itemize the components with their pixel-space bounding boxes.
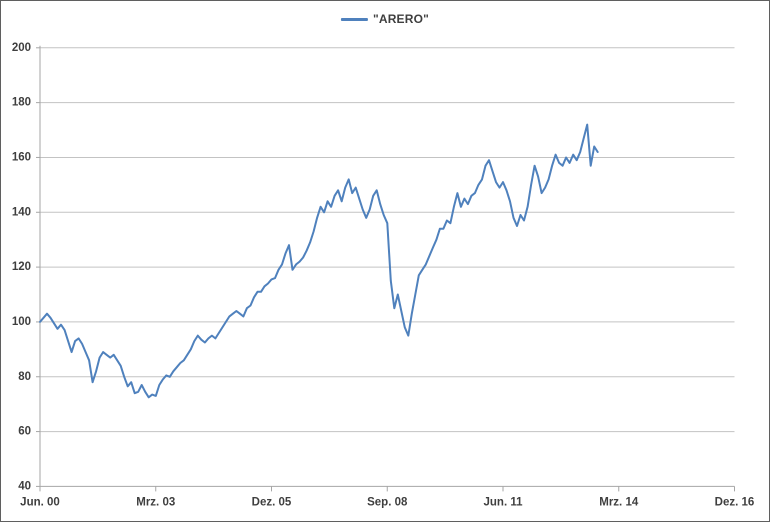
x-axis-tick-label: Dez. 05 <box>252 496 292 508</box>
y-axis-tick-label: 80 <box>18 371 31 383</box>
x-axis-tick-label: Mrz. 03 <box>136 496 175 508</box>
y-axis-tick-label: 60 <box>18 426 31 438</box>
arero-series-line <box>39 123 599 399</box>
y-axis-tick-label: 180 <box>12 97 31 109</box>
y-axis-tick-label: 200 <box>12 42 31 54</box>
x-axis-tick-label: Jun. 11 <box>484 496 524 508</box>
x-axis-tick-label: Mrz. 14 <box>599 496 639 508</box>
y-axis-tick-label: 140 <box>12 206 31 218</box>
legend: "ARERO" <box>340 12 430 26</box>
x-axis-tick-label: Jun. 00 <box>20 496 60 508</box>
y-axis-tick-label: 160 <box>12 151 31 163</box>
y-axis-tick-label: 40 <box>18 480 31 492</box>
x-axis-tick-label: Dez. 16 <box>715 496 755 508</box>
legend-series-label: "ARERO" <box>372 12 430 26</box>
x-axis-tick-label: Sep. 08 <box>367 496 408 508</box>
y-axis-tick-label: 100 <box>12 316 31 328</box>
y-axis-tick-label: 120 <box>12 261 31 273</box>
legend-line-swatch <box>340 17 368 21</box>
